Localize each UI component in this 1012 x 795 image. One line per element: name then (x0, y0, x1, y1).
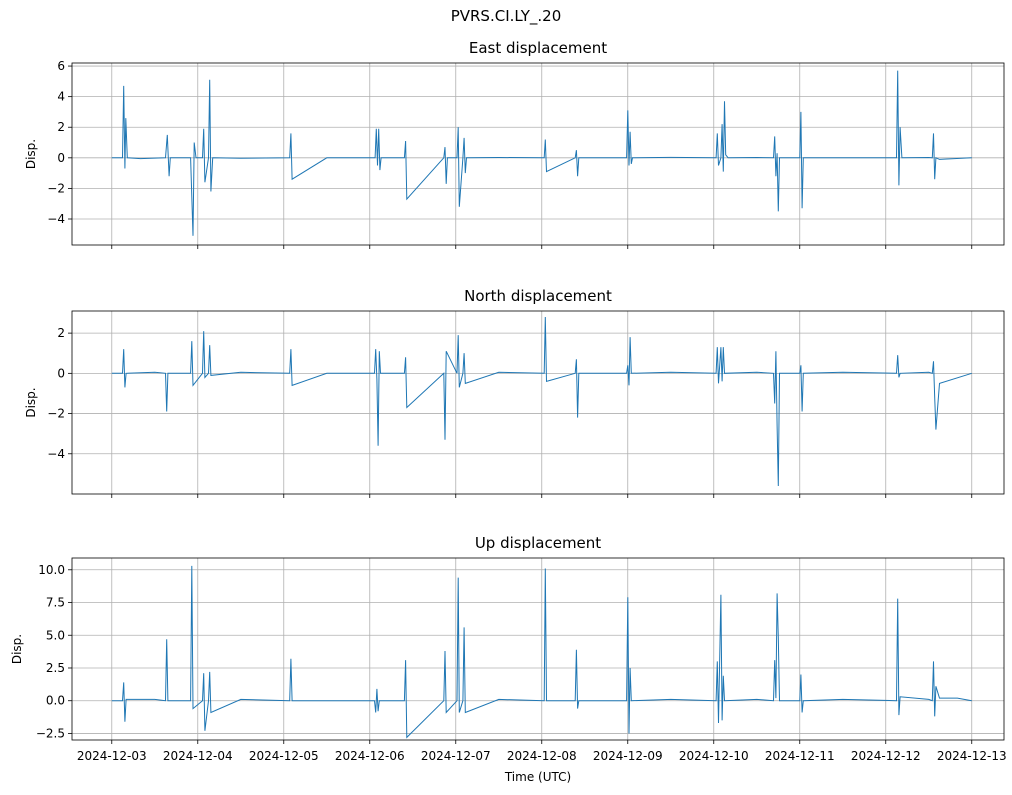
x-tick-label: 2024-12-13 (937, 749, 1007, 763)
y-tick-label: −4 (47, 212, 65, 226)
y-axis-label: Disp. (24, 387, 38, 417)
x-tick-label: 2024-12-10 (679, 749, 749, 763)
y-tick-label: 10.0 (38, 563, 65, 577)
y-tick-label: 2 (57, 326, 65, 340)
axes-frame (71, 62, 1005, 246)
axes-frame (71, 557, 1005, 741)
y-tick-label: 2.5 (46, 661, 65, 675)
y-tick-label: 7.5 (46, 596, 65, 610)
y-tick-label: −4 (47, 447, 65, 461)
y-tick-label: 0.0 (46, 694, 65, 708)
series-line (111, 70, 972, 236)
y-tick-label: −2.5 (36, 726, 65, 740)
panel-title: Up displacement (475, 534, 601, 552)
figure-title: PVRS.CI.LY_.20 (450, 7, 562, 25)
y-tick-label: 0 (57, 366, 65, 380)
series-line (111, 565, 972, 739)
x-tick-label: 2024-12-12 (851, 749, 921, 763)
y-tick-label: 6 (57, 59, 65, 73)
panel-title: East displacement (469, 39, 607, 57)
y-axis-label: Disp. (24, 139, 38, 169)
panel-title: North displacement (464, 287, 612, 305)
x-tick-label: 2024-12-07 (421, 749, 491, 763)
x-tick-label: 2024-12-11 (765, 749, 835, 763)
x-axis-label: Time (UTC) (504, 770, 571, 784)
series-line (111, 316, 972, 487)
y-tick-label: −2 (47, 407, 65, 421)
x-tick-label: 2024-12-06 (335, 749, 405, 763)
y-tick-label: 5.0 (46, 628, 65, 642)
axes-frame (71, 310, 1005, 495)
x-tick-label: 2024-12-04 (163, 749, 233, 763)
y-tick-label: 0 (57, 151, 65, 165)
x-tick-label: 2024-12-05 (249, 749, 319, 763)
x-tick-label: 2024-12-08 (507, 749, 577, 763)
y-tick-label: 4 (57, 90, 65, 104)
y-tick-label: −2 (47, 181, 65, 195)
x-tick-label: 2024-12-09 (593, 749, 663, 763)
y-tick-label: 2 (57, 120, 65, 134)
x-tick-label: 2024-12-03 (77, 749, 147, 763)
y-axis-label: Disp. (10, 634, 24, 664)
